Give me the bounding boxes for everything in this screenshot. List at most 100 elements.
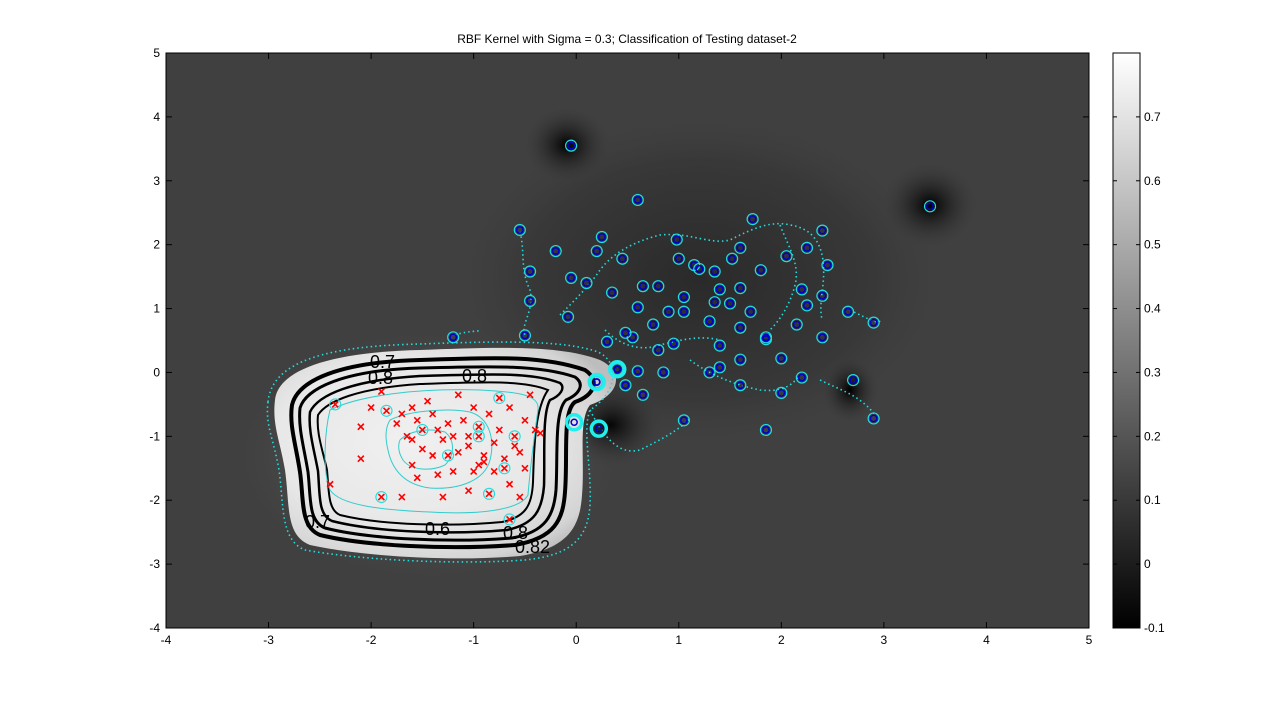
class-x-marker: [454, 448, 462, 456]
class-x-marker: [367, 404, 375, 412]
y-axis: -4 -3 -2 -1 0 1 2 3 4 5: [149, 46, 1089, 635]
class-o-marker: [734, 353, 747, 366]
class-o-marker: [746, 213, 759, 226]
y-tick-label: -3: [149, 557, 160, 571]
class-o-marker: [759, 423, 773, 437]
class-x-marker: [475, 461, 483, 469]
contour-lines-inner: [324, 389, 539, 514]
colorbar-tick-label: 0.6: [1144, 174, 1161, 188]
class-x-marker: [470, 404, 478, 412]
class-o-marker: [790, 318, 803, 331]
y-tick-label: 4: [153, 110, 160, 124]
class-o-marker: [677, 414, 691, 427]
class-o-marker: [670, 233, 683, 246]
contour-label: 0.82: [515, 537, 550, 557]
class-o-marker: [795, 371, 808, 384]
y-tick-label: 3: [153, 174, 160, 188]
x-tick-label: -4: [161, 633, 172, 647]
class-o-marker: [595, 230, 608, 244]
class-o-marker: [867, 412, 880, 425]
class-o-marker: [708, 296, 721, 309]
class-o-marker: [667, 337, 680, 350]
class-x-marker: [429, 410, 437, 418]
class-x-marker: [382, 407, 391, 415]
class-x-marker: [475, 432, 483, 440]
support-vector-marker: [587, 372, 606, 392]
class-x-marker: [521, 416, 529, 424]
class-o-marker: [631, 365, 644, 378]
data-markers: [326, 139, 937, 526]
class-o-marker: [523, 265, 537, 278]
support-ring-marker: [416, 423, 429, 436]
class-o-marker: [795, 283, 808, 296]
class-o-marker: [775, 352, 788, 365]
class-o-marker: [713, 339, 726, 352]
class-x-marker: [326, 480, 334, 488]
contour-label: 0.7: [370, 352, 395, 372]
class-o-marker: [677, 290, 691, 304]
class-o-marker: [600, 335, 614, 348]
decision-surface-shading: [820, 355, 880, 425]
class-o-marker: [754, 264, 767, 277]
class-o-marker: [564, 139, 578, 152]
contour-lines-dotted: [266, 222, 881, 563]
class-o-marker: [800, 241, 814, 254]
class-x-marker: [449, 467, 457, 476]
class-x-marker: [434, 426, 442, 434]
x-tick-label: -1: [468, 633, 479, 647]
class-o-marker: [447, 331, 460, 344]
class-o-marker: [564, 271, 578, 284]
support-ring-marker: [482, 487, 496, 500]
class-x-marker: [444, 419, 452, 428]
class-x-marker: [393, 419, 401, 428]
class-o-marker: [523, 294, 537, 307]
class-o-marker: [816, 289, 829, 302]
class-o-marker: [734, 321, 747, 334]
class-x-marker: [475, 423, 483, 431]
x-tick-label: 2: [778, 633, 785, 647]
decision-surface-shading: [522, 105, 612, 185]
class-x-marker: [480, 451, 488, 460]
class-x-marker: [511, 442, 519, 450]
colorbar-ticks: -0.1 0 0.1 0.2 0.3 0.4 0.5 0.6 0.7: [1113, 110, 1165, 635]
colorbar: -0.1 0 0.1 0.2 0.3 0.4 0.5 0.6 0.7: [1112, 52, 1165, 635]
class-o-marker: [780, 250, 793, 263]
class-x-marker: [377, 493, 385, 501]
x-tick-label: 3: [881, 633, 888, 647]
class-x-marker: [331, 400, 339, 408]
class-x-marker: [439, 435, 447, 444]
y-tick-label: -2: [149, 493, 160, 507]
class-o-marker: [744, 305, 757, 318]
x-tick-label: -2: [366, 633, 377, 647]
class-x-marker: [536, 429, 544, 437]
x-tick-label: 1: [675, 633, 682, 647]
class-x-marker: [505, 480, 514, 488]
contour-label: 0.6: [425, 519, 450, 539]
support-vector-marker: [564, 413, 584, 432]
colorbar-tick-label: 0.2: [1144, 429, 1161, 443]
colorbar-tick-label: 0.5: [1144, 238, 1161, 252]
x-tick-label: 4: [983, 633, 990, 647]
y-tick-label: 2: [153, 238, 160, 252]
contour-lines-thick: [289, 356, 596, 550]
class-o-marker: [652, 280, 665, 293]
class-o-marker: [708, 265, 721, 278]
class-x-marker: [357, 423, 365, 431]
class-o-marker: [652, 343, 665, 357]
class-x-marker: [423, 397, 432, 405]
class-o-marker: [677, 305, 691, 318]
class-o-marker: [631, 193, 644, 207]
class-o-marker: [867, 316, 880, 329]
class-x-marker: [398, 410, 406, 418]
class-x-marker: [413, 474, 421, 482]
class-o-marker: [549, 244, 562, 258]
class-x-marker: [408, 461, 416, 469]
class-o-marker: [631, 301, 644, 314]
class-o-marker: [693, 262, 706, 276]
class-o-marker: [619, 326, 632, 339]
support-ring-marker: [329, 398, 342, 411]
class-o-marker: [923, 200, 937, 213]
class-x-marker: [495, 394, 503, 402]
class-x-marker: [485, 410, 493, 418]
x-tick-label: 5: [1086, 633, 1093, 647]
